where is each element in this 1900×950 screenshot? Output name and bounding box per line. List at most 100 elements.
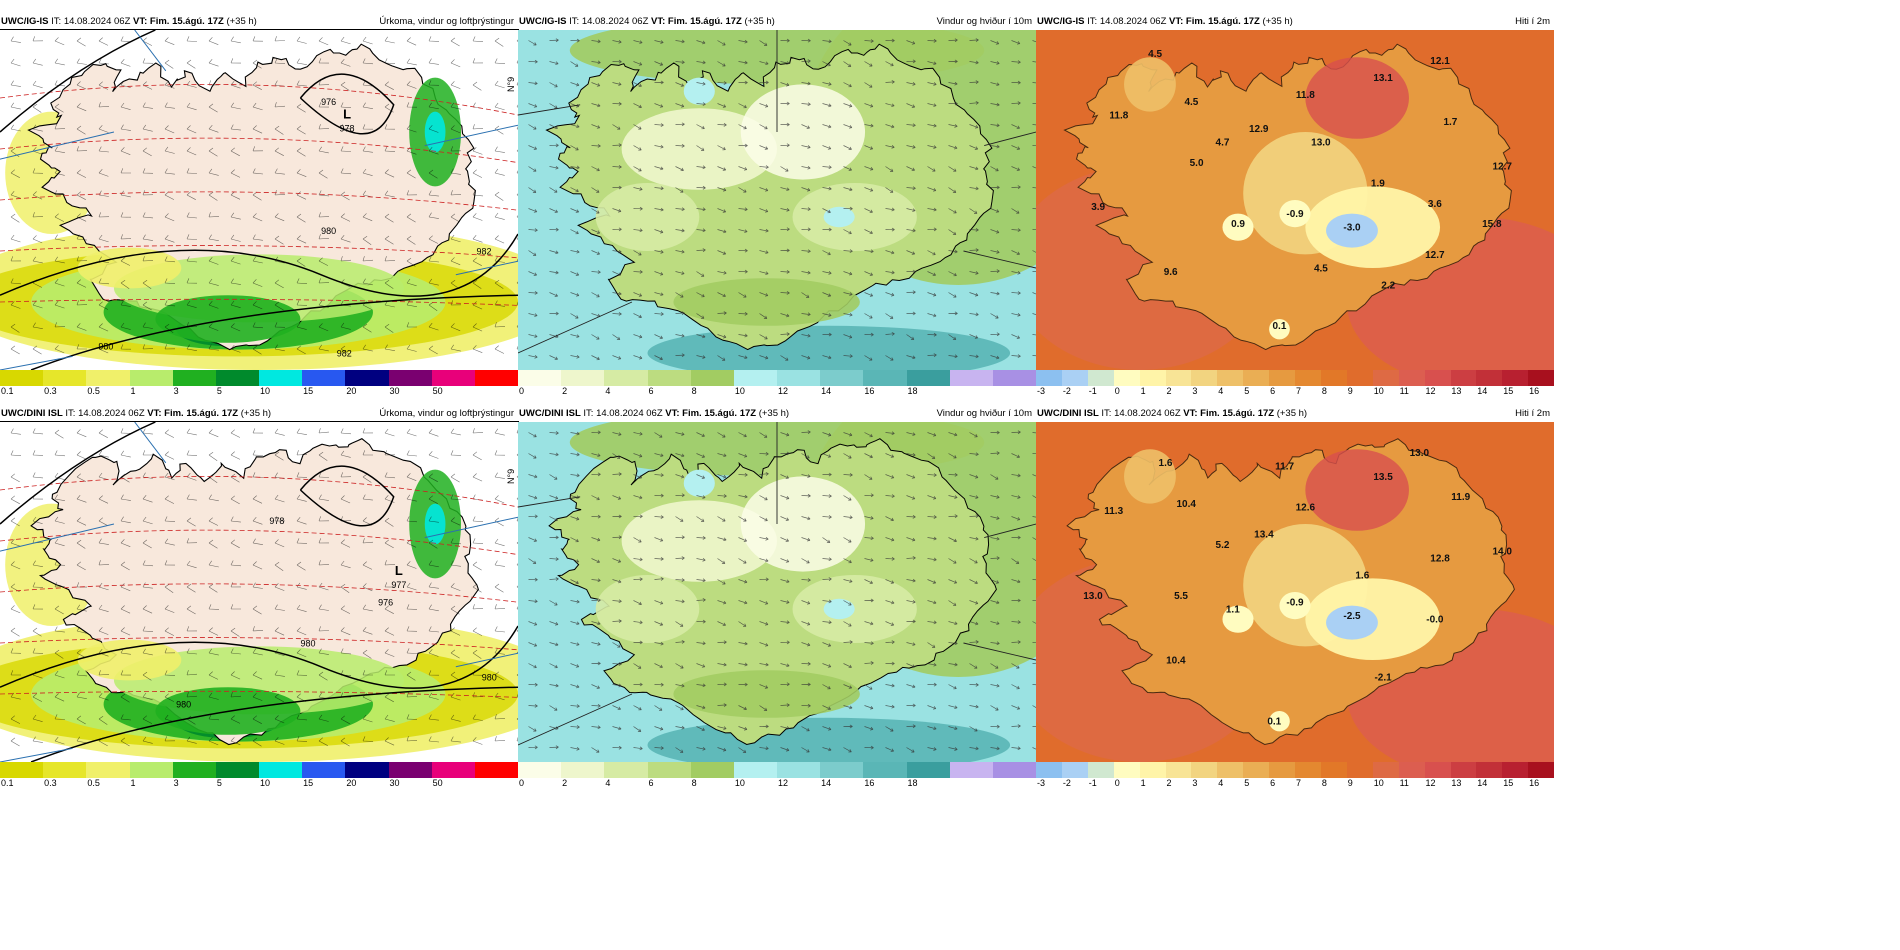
colorbar-tick-label: 6: [1270, 778, 1276, 788]
colorbar-segment: [1450, 762, 1477, 778]
temp-map[interactable]: 1.6 11.3 10.4 5.2 13.0 5.5 10.4 11.7 13.4 12.6 13.…: [1036, 422, 1554, 762]
temperature-label: 13.1: [1373, 73, 1393, 84]
precip-colorbar-ticks: 0.1 0.3 0.5 1 3 5 10 15 20 30 50: [0, 778, 518, 790]
colorbar-segment: [949, 370, 993, 386]
wind-arrows: [528, 38, 1036, 361]
isotherm-line: [0, 84, 518, 116]
colorbar-tick-label: 10: [1373, 778, 1384, 788]
colorbar-tick-label: 10: [734, 386, 745, 396]
wind-arrows: [528, 430, 1036, 753]
wind-panel-row2: UWC/DINI ISL IT: 14.08.2024 06Z VT: Fim.…: [518, 406, 1037, 792]
temperature-label: 11.9: [1451, 492, 1470, 503]
lead-time: (+35 h): [1262, 16, 1293, 27]
temp-colorbar: [1036, 762, 1555, 778]
colorbar-tick-label: 7: [1296, 386, 1302, 396]
temp-panel-title: Hiti í 2m: [1515, 408, 1550, 419]
isobar-label: 976: [378, 598, 393, 608]
colorbar-segment: [1502, 762, 1529, 778]
colorbar-tick-label: 9: [1347, 778, 1353, 788]
lead-time: (+35 h): [240, 408, 272, 419]
wind-map[interactable]: [518, 30, 1036, 370]
wind-calm-3: [792, 183, 917, 251]
lead-time: (+35 h): [758, 408, 790, 419]
colorbar-segment: [820, 762, 864, 778]
isobar-line: [30, 686, 518, 762]
precip-panel-title: Úrkoma, vindur og loftþrýstingur: [379, 16, 514, 27]
grid-line: [963, 250, 1036, 269]
init-time-label: IT:: [583, 408, 594, 419]
colorbar-segment: [1139, 762, 1166, 778]
isotherm-line: [0, 637, 518, 651]
precip-panel-header: UWC/DINI ISL IT: 14.08.2024 06Z VT: Fim.…: [1, 406, 271, 422]
colorbar-tick-label: -2: [1062, 386, 1071, 396]
isobar-label: 980: [98, 342, 113, 352]
colorbar-segment: [215, 762, 260, 778]
colorbar-tick-label: -1: [1088, 778, 1097, 788]
colorbar-segment: [992, 762, 1037, 778]
colorbar-segment: [604, 370, 648, 386]
colorbar-segment: [1061, 370, 1088, 386]
colorbar-segment: [129, 370, 173, 386]
precip-east-core: [424, 111, 446, 153]
grid-line: [518, 496, 581, 508]
isotherm-line: [0, 690, 518, 698]
colorbar-tick-label: 5: [216, 386, 222, 396]
colorbar-segment: [820, 370, 864, 386]
colorbar-segment: [777, 370, 821, 386]
low-pressure-letter: L: [343, 106, 351, 121]
colorbar-segment: [1528, 762, 1555, 778]
colorbar-segment: [345, 370, 389, 386]
precip-panel-row1: UWC/IG-IS IT: 14.08.2024 06Z VT: Fim. 15…: [0, 14, 519, 400]
colorbar-segment: [0, 762, 44, 778]
temperature-label: 13.0: [1311, 138, 1331, 149]
temperature-label: 3.9: [1091, 202, 1105, 213]
colorbar-tick-label: 13: [1451, 778, 1462, 788]
isobar-line: [299, 73, 395, 135]
colorbar-tick-label: -1: [1088, 386, 1097, 396]
colorbar-tick-label: 10: [260, 386, 271, 396]
colorbar-segment: [172, 762, 216, 778]
colorbar-tick-label: 1: [1140, 778, 1146, 788]
isobar-line: [0, 30, 156, 133]
isotherm-line: [0, 191, 518, 211]
colorbar-tick-label: 1: [130, 778, 136, 788]
temp-map-svg: 4.5 11.8 4.5 5.0 4.7 3.9 9.6 12.9 11.8 13.0 13.1 12…: [1036, 30, 1554, 370]
colorbar-tick-label: 11: [1399, 386, 1409, 396]
colorbar-segment: [1450, 370, 1477, 386]
grid-line: [424, 124, 518, 147]
wind-map[interactable]: [518, 422, 1036, 762]
isobar-line: [0, 422, 156, 525]
colorbar-segment: [906, 370, 950, 386]
colorbar-segment: [259, 370, 303, 386]
colorbar-tick-label: 8: [691, 778, 697, 788]
colorbar-segment: [1165, 762, 1192, 778]
temperature-label: 12.7: [1425, 250, 1445, 261]
temperature-label: 5.5: [1174, 591, 1188, 602]
lake-1: [683, 77, 715, 105]
valid-time-label: VT:: [651, 16, 666, 27]
colorbar-segment: [1113, 370, 1140, 386]
precip-east-core: [424, 503, 446, 545]
init-time-label: IT:: [1087, 16, 1098, 27]
colorbar-tick-label: 1: [1140, 386, 1146, 396]
colorbar-segment: [863, 762, 907, 778]
temperature-label: 10.4: [1166, 655, 1186, 666]
temperature-label: 4.5: [1314, 263, 1328, 274]
wind-colorbar-ticks: 0 2 4 6 8 10 12 14 16 18: [518, 778, 1036, 790]
grid-line: [0, 747, 73, 762]
grid-line: [134, 30, 167, 72]
colorbar-tick-label: 5: [1244, 386, 1250, 396]
isotherm-line: [0, 529, 518, 555]
colorbar-tick-label: 11: [1399, 778, 1409, 788]
temperature-label: 3.6: [1428, 199, 1442, 210]
temperature-label: 5.0: [1190, 158, 1204, 169]
temp-map[interactable]: 4.5 11.8 4.5 5.0 4.7 3.9 9.6 12.9 11.8 13.0 13.1 12…: [1036, 30, 1554, 370]
colorbar-tick-label: 13: [1451, 386, 1462, 396]
colorbar-tick-label: 6: [1270, 386, 1276, 396]
valid-time-label: VT:: [1169, 16, 1184, 27]
init-time-label: IT:: [569, 16, 580, 27]
colorbar-segment: [259, 762, 303, 778]
precip-map[interactable]: 978 976 980 980 980 L 977 N°9: [0, 421, 519, 763]
precip-map[interactable]: 976 980 982 982 980 L 978 N°9: [0, 29, 519, 371]
temp-westfjord: [1124, 449, 1176, 504]
